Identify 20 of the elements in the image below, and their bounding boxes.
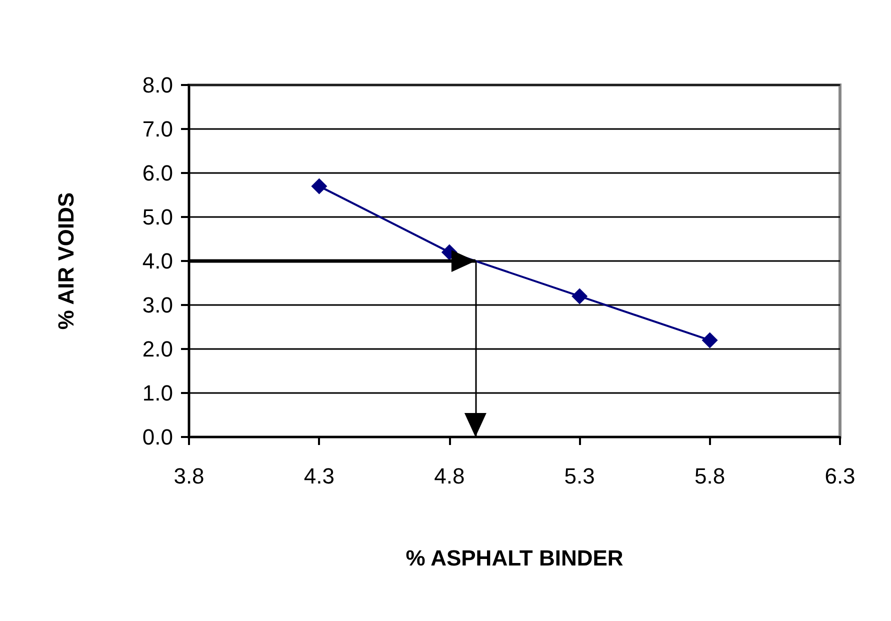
x-tick-label: 5.3 [564, 464, 595, 488]
y-tick-label: 7.0 [142, 116, 173, 142]
x-tick-label: 5.8 [694, 464, 726, 488]
point [311, 178, 328, 194]
point [572, 288, 588, 304]
y-tick-label: 5.0 [142, 204, 173, 230]
y-tick-label: 0.0 [142, 424, 173, 450]
y-tick-label: 2.0 [142, 336, 173, 362]
y-tick-label: 3.0 [142, 292, 173, 318]
y-tick-label: 8.0 [142, 72, 173, 98]
y-tick-label: 6.0 [142, 160, 173, 186]
y-tick-label: 4.0 [142, 248, 173, 274]
x-tick-label: 6.3 [824, 464, 856, 488]
y-axis-title: % AIR VOIDS [54, 192, 78, 330]
x-tick-label: 3.8 [174, 464, 204, 488]
x-tick-label: 4.3 [304, 464, 334, 488]
x-tick-label: 4.8 [434, 464, 465, 488]
point [702, 332, 718, 348]
y-tick-label: 1.0 [142, 380, 173, 406]
x-axis-title: % ASPHALT BINDER [406, 546, 624, 570]
